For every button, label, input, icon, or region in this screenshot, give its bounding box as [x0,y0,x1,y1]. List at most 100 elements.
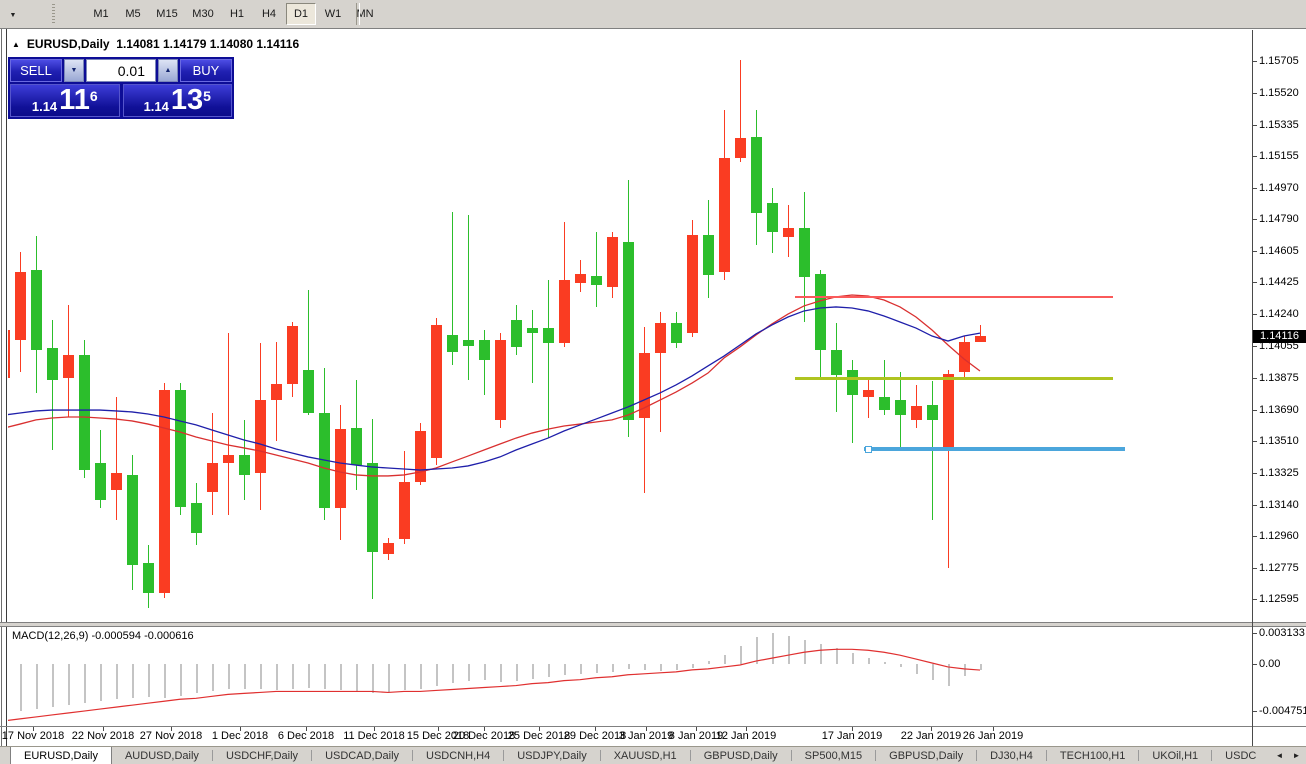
candle-body [255,400,266,473]
candle-wick [116,397,117,520]
macd-plot[interactable] [8,627,1252,726]
price-axis-label: 1.12775 [1259,561,1299,574]
chart-tab-tech100-h1[interactable]: TECH100,H1 [1059,749,1126,762]
chart-tab-xauusd-h1[interactable]: XAUUSD,H1 [613,749,677,762]
candle-body [303,369,314,413]
macd-axis-tick [1252,710,1257,712]
sell-price-big: 11 [59,84,90,117]
buy-button[interactable]: BUY [180,59,232,82]
price-axis-label: 1.14055 [1259,340,1299,353]
chart-tab-usdjpy-daily[interactable]: USDJPY,Daily [517,749,587,762]
timeframe-button-mn[interactable]: MN [356,8,374,20]
macd-histogram-bar [388,664,390,693]
window-border-inner [6,29,7,746]
macd-histogram-bar [804,640,806,664]
date-axis-label: 15 Dec 2018 [406,730,470,742]
candle-body [527,328,538,334]
chart-tab-sp500-m15[interactable]: SP500,M15 [804,749,863,762]
macd-histogram-bar [228,664,230,690]
candle-body [703,235,714,275]
chart-symbol-label: EURUSD,Daily [26,37,110,51]
timeframe-button-m5[interactable]: M5 [125,8,141,20]
macd-histogram-bar [612,664,614,672]
date-axis-label: 20 Dec 2018 [452,730,516,742]
chart-tab-bar: EURUSD,Daily AUDUSD,Daily USDCHF,Daily USDC… [0,746,1306,764]
pane-divider[interactable] [0,622,1306,627]
chart-tab-usdcnh-h4[interactable]: USDCNH,H4 [426,749,491,762]
macd-histogram-bar [452,664,454,683]
timeframe-button-m15[interactable]: M15 [156,8,178,20]
date-axis-tick [993,727,994,731]
timeframe-button-h1[interactable]: H1 [229,8,245,20]
buy-price-display[interactable]: 1.14 13 5 [122,84,232,117]
macd-histogram-bar [580,664,582,674]
price-axis-label: 1.12960 [1259,529,1299,542]
timeframe-button-d1[interactable]: D1 [286,3,316,25]
ohlc-values: 1.14081 1.14179 1.14080 1.14116 [109,37,300,51]
price-axis-tick [1252,472,1257,474]
candle-body [319,412,330,508]
tab-separator [689,750,691,761]
macd-histogram-bar [548,664,550,677]
chart-tab-usdcad-daily[interactable]: USDCAD,Daily [325,749,400,762]
candle-body [63,355,74,379]
candle-body [815,273,826,351]
macd-histogram-bar [324,664,326,689]
chart-tab-dj30-h4[interactable]: DJ30,H4 [990,749,1033,762]
volume-decrease-button[interactable]: ▼ [64,59,84,82]
date-axis-tick [306,727,307,731]
price-axis-tick [1252,314,1257,316]
price-axis-tick [1252,346,1257,348]
date-axis-tick [539,727,540,731]
price-axis-label: 1.15155 [1259,150,1299,163]
macd-indicator-label: MACD(12,26,9) -0.000594 -0.000616 [12,630,194,642]
volume-increase-button[interactable]: ▲ [158,59,178,82]
volume-input[interactable]: 0.01 [86,59,156,82]
chart-tab-ukoil-h1[interactable]: UKOil,H1 [1152,749,1199,762]
chart-tab-audusd-daily[interactable]: AUDUSD,Daily [124,749,199,762]
tab-separator [311,750,313,761]
main-chart-plot[interactable] [8,31,1252,622]
macd-histogram-bar [916,664,918,674]
price-axis-tick [1252,156,1257,158]
chart-tab-usdc[interactable]: USDC [1225,749,1257,762]
macd-histogram-bar [20,664,22,711]
level-line-blue[interactable] [864,447,1125,452]
chart-tab-usdchf-daily[interactable]: USDCHF,Daily [225,749,299,762]
macd-histogram-bar [772,633,774,664]
candle-body [591,276,602,285]
macd-histogram-bar [340,664,342,691]
timeframe-button-h4[interactable]: H4 [261,8,277,20]
date-axis-tick [746,727,747,731]
tab-scroll-left-button[interactable]: ◄ [1275,750,1284,760]
macd-histogram-bar [404,664,406,691]
sell-price-display[interactable]: 1.14 11 6 [10,84,120,117]
chart-dropdown-button[interactable]: ▼ [2,3,24,27]
ma-red-line [8,294,981,477]
sell-button[interactable]: SELL [10,59,62,82]
timeframe-button-w1[interactable]: W1 [324,8,342,20]
timeframe-button-m1[interactable]: M1 [93,8,109,20]
chart-tab-eurusd-daily[interactable]: EURUSD,Daily [10,747,112,764]
macd-histogram-bar [116,664,118,700]
price-axis-label: 1.14605 [1259,245,1299,258]
level-line-yellow[interactable] [795,376,1113,380]
price-axis-label: 1.13510 [1259,434,1299,447]
macd-histogram-bar [372,664,374,694]
collapse-triangle-icon[interactable]: ▲ [12,39,20,49]
tab-scroll-right-button[interactable]: ► [1292,750,1301,760]
timeframe-button-m30[interactable]: M30 [192,8,214,20]
toolbar-separator [356,3,360,25]
toolbar-grip-handle[interactable] [52,4,55,24]
chart-tab-gbpusd-daily[interactable]: GBPUSD,Daily [889,749,964,762]
macd-histogram-bar [164,664,166,699]
date-axis-tick [33,727,34,731]
date-axis-tick [931,727,932,731]
level-line-handle[interactable] [865,445,872,453]
current-price-tag: 1.14116 [1253,329,1306,343]
level-line-red[interactable] [795,296,1113,299]
candle-body [735,137,746,159]
candle-body [895,400,906,416]
candle-body [687,235,698,334]
chart-tab-gbpusd-daily[interactable]: GBPUSD,Daily [703,749,778,762]
